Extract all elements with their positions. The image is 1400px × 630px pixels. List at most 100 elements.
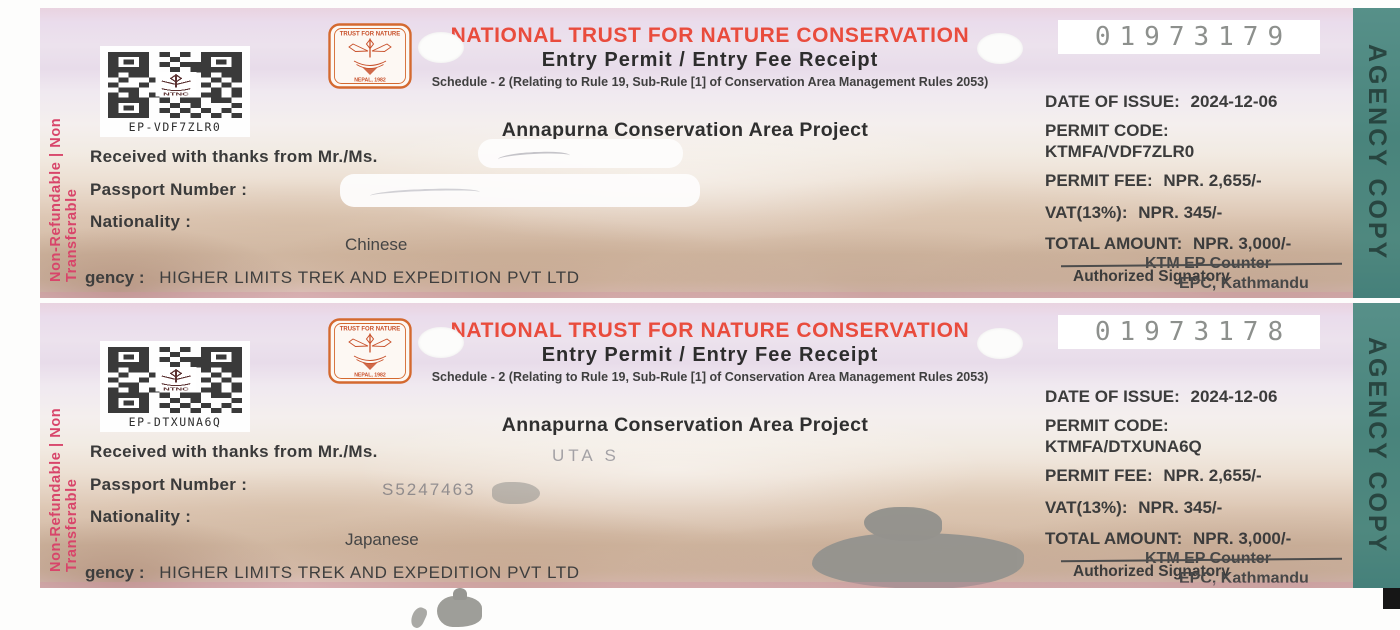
document-title: Entry Permit / Entry Fee Receipt xyxy=(541,49,879,71)
svg-text:TRUST FOR NATURE: TRUST FOR NATURE xyxy=(340,327,401,333)
permit-fee-row: PERMIT FEE: NPR. 2,655/- xyxy=(1045,171,1262,191)
vat-label: VAT(13%): xyxy=(1045,498,1128,517)
svg-text:NEPAL, 1982: NEPAL, 1982 xyxy=(354,373,386,379)
ntnc-logo-icon: TRUST FOR NATURE NEPAL, 1982 xyxy=(328,318,412,384)
qr-permit-code-label: EP-VDF7ZLR0 xyxy=(128,120,222,134)
permit-details: DATE OF ISSUE: 2024-12-06 PERMIT CODE: K… xyxy=(1045,8,1393,298)
office-stamp: EPC, Kathmandu xyxy=(1179,275,1309,292)
nationality-label: Nationality : xyxy=(90,507,192,526)
total-amount-label: TOTAL AMOUNT: xyxy=(1045,234,1183,253)
punch-hole xyxy=(977,328,1023,359)
permit-fee-value: NPR. 2,655/- xyxy=(1163,171,1262,190)
ink-smudge xyxy=(812,507,1024,588)
punch-hole xyxy=(418,327,464,358)
svg-text:NEPAL, 1982: NEPAL, 1982 xyxy=(354,78,386,84)
signature-block: KTM EP Counter Authorized Signatory EPC,… xyxy=(1060,550,1343,588)
ntnc-logo-icon: TRUST FOR NATURE NEPAL, 1982 xyxy=(328,23,412,89)
passport-number-label: Passport Number : xyxy=(90,180,248,199)
vat-row: VAT(13%): NPR. 345/- xyxy=(1045,203,1222,223)
received-name-value: UTA S xyxy=(552,446,620,465)
vat-label: VAT(13%): xyxy=(1045,203,1128,222)
permit-fee-value: NPR. 2,655/- xyxy=(1163,466,1262,485)
scan-smudge xyxy=(437,588,482,627)
punch-hole xyxy=(977,33,1023,64)
redaction-passport xyxy=(340,174,700,207)
total-amount-label: TOTAL AMOUNT: xyxy=(1045,529,1183,548)
agency-label: gency : xyxy=(85,563,145,582)
date-of-issue-value: 2024-12-06 xyxy=(1190,387,1278,406)
permit-code-value: KTMFA/VDF7ZLR0 xyxy=(1045,142,1195,161)
serial-number: 01973178 xyxy=(1094,317,1293,347)
receipt-header: NATIONAL TRUST FOR NATURE CONSERVATION E… xyxy=(425,24,995,90)
agency-label: gency : xyxy=(85,268,145,287)
date-of-issue-value: 2024-12-06 xyxy=(1190,92,1278,111)
permit-fee-label: PERMIT FEE: xyxy=(1045,466,1153,485)
svg-text:NTNC: NTNC xyxy=(163,386,190,392)
schedule-note: Schedule - 2 (Relating to Rule 19, Sub-R… xyxy=(431,370,989,384)
project-title: Annapurna Conservation Area Project xyxy=(501,119,869,141)
date-of-issue-label: DATE OF ISSUE: xyxy=(1045,387,1180,406)
total-amount-value: NPR. 3,000/- xyxy=(1192,529,1292,548)
serial-number-box: 01973179 xyxy=(1058,20,1320,54)
project-title: Annapurna Conservation Area Project xyxy=(501,414,869,436)
permit-fee-label: PERMIT FEE: xyxy=(1045,171,1153,190)
permit-code-value: KTMFA/DTXUNA6Q xyxy=(1045,437,1202,456)
office-stamp: EPC, Kathmandu xyxy=(1179,570,1309,587)
punch-hole xyxy=(418,32,464,63)
ntnc-emblem-icon: NTNC xyxy=(155,71,197,97)
scan-corner-mark xyxy=(1383,588,1400,609)
nationality-value: Japanese xyxy=(345,530,419,549)
permit-code-row: PERMIT CODE: KTMFA/VDF7ZLR0 xyxy=(1045,120,1194,162)
agency-value: HIGHER LIMITS TREK AND EXPEDITION PVT LT… xyxy=(159,268,580,287)
svg-text:NTNC: NTNC xyxy=(163,91,190,97)
organization-name: NATIONAL TRUST FOR NATURE CONSERVATION xyxy=(450,24,970,47)
agency-copy-label: AGENCY COPY xyxy=(1363,44,1391,262)
qr-code-block: NTNC EP-VDF7ZLR0 xyxy=(100,46,250,137)
agency-value: HIGHER LIMITS TREK AND EXPEDITION PVT LT… xyxy=(159,563,580,582)
redaction-name xyxy=(478,139,683,168)
schedule-note: Schedule - 2 (Relating to Rule 19, Sub-R… xyxy=(431,75,989,89)
vat-value: NPR. 345/- xyxy=(1138,498,1223,517)
qr-permit-code-label: EP-DTXUNA6Q xyxy=(128,415,222,429)
entry-permit-receipt-1: Non-Refundable | Non Transferable xyxy=(40,8,1400,298)
vat-value: NPR. 345/- xyxy=(1138,203,1223,222)
serial-number: 01973179 xyxy=(1094,22,1293,52)
agency-copy-strip: AGENCY COPY xyxy=(1353,303,1400,588)
agency-copy-label: AGENCY COPY xyxy=(1363,336,1391,555)
passport-number-value: S5247463 xyxy=(382,480,476,499)
authorized-signatory-label: Authorized Signatory xyxy=(1073,268,1230,285)
nationality-label: Nationality : xyxy=(90,212,192,231)
scan-smudge xyxy=(408,605,429,630)
serial-number-box: 01973178 xyxy=(1058,315,1320,349)
nationality-value: Chinese xyxy=(345,235,408,254)
authorized-signatory-label: Authorized Signatory xyxy=(1073,563,1230,580)
qr-code-icon: NTNC xyxy=(108,347,242,413)
received-from-label: Received with thanks from Mr./Ms. xyxy=(90,442,378,461)
date-of-issue-label: DATE OF ISSUE: xyxy=(1045,92,1180,111)
signature-block: KTM EP Counter Authorized Signatory EPC,… xyxy=(1060,255,1343,298)
agency-row: gency : HIGHER LIMITS TREK AND EXPEDITIO… xyxy=(85,563,580,583)
permit-code-label: PERMIT CODE: xyxy=(1045,121,1169,140)
ink-smudge xyxy=(492,482,540,504)
permit-details: DATE OF ISSUE: 2024-12-06 PERMIT CODE: K… xyxy=(1045,303,1393,588)
non-transferable-note: Non-Refundable | Non Transferable xyxy=(48,407,80,572)
received-from-label: Received with thanks from Mr./Ms. xyxy=(90,147,378,166)
qr-code-icon: NTNC xyxy=(108,52,242,118)
total-amount-value: NPR. 3,000/- xyxy=(1192,234,1292,253)
svg-text:TRUST FOR NATURE: TRUST FOR NATURE xyxy=(340,32,401,38)
qr-code-block: NTNC EP-DTXUNA6Q xyxy=(100,341,250,432)
agency-copy-strip: AGENCY COPY xyxy=(1353,8,1400,298)
vat-row: VAT(13%): NPR. 345/- xyxy=(1045,498,1222,518)
organization-name: NATIONAL TRUST FOR NATURE CONSERVATION xyxy=(450,319,970,342)
entry-permit-receipt-2: Non-Refundable | Non Transferable xyxy=(40,303,1400,588)
date-of-issue-row: DATE OF ISSUE: 2024-12-06 xyxy=(1045,387,1277,407)
permit-code-row: PERMIT CODE: KTMFA/DTXUNA6Q xyxy=(1045,415,1202,457)
total-amount-row: TOTAL AMOUNT: NPR. 3,000/- xyxy=(1045,529,1291,549)
date-of-issue-row: DATE OF ISSUE: 2024-12-06 xyxy=(1045,92,1277,112)
total-amount-row: TOTAL AMOUNT: NPR. 3,000/- xyxy=(1045,234,1291,254)
document-title: Entry Permit / Entry Fee Receipt xyxy=(541,344,879,366)
non-transferable-note: Non-Refundable | Non Transferable xyxy=(48,117,80,282)
passport-number-label: Passport Number : xyxy=(90,475,248,494)
permit-code-label: PERMIT CODE: xyxy=(1045,416,1169,435)
